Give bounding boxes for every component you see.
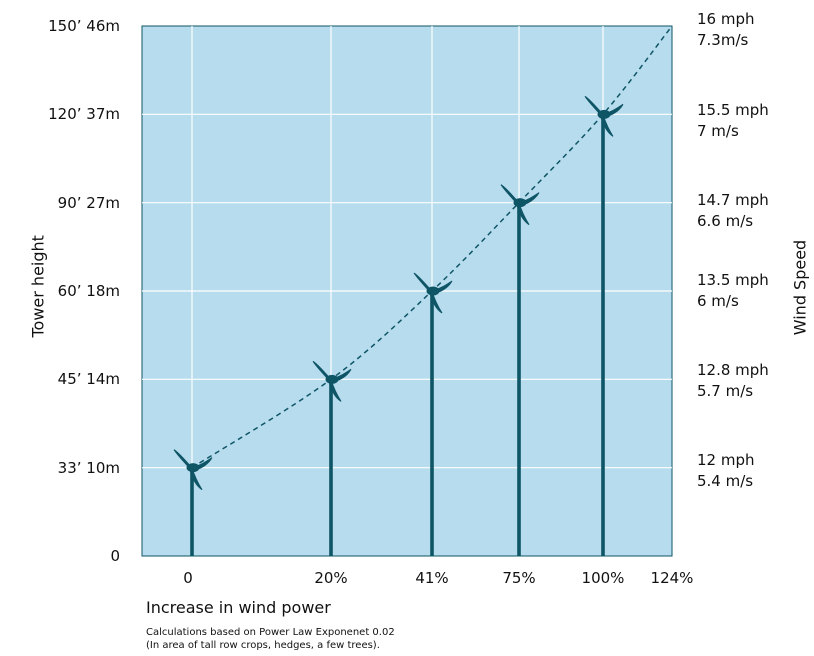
y-tick-label: 0 (110, 547, 120, 565)
x-tick-label: 41% (415, 569, 449, 587)
x-axis-title: Increase in wind power (146, 598, 331, 617)
y-tick-label: 45’ 14m (57, 370, 120, 389)
x-tick-label: 75% (502, 569, 536, 587)
turbine-blade-3-0 (500, 184, 520, 205)
turbine-tower-3 (517, 202, 521, 556)
y-tick-label: 33’ 10m (57, 458, 120, 477)
turbine-blade-1-0 (312, 360, 332, 381)
wind-speed-mph: 16 mph (697, 10, 755, 28)
wind-speed-mph: 15.5 mph (697, 101, 769, 119)
x-tick-label: 0 (183, 569, 193, 587)
turbine-3 (500, 184, 540, 556)
wind-speed-ms: 6 m/s (697, 292, 739, 310)
turbine-0 (173, 449, 213, 556)
turbine-blade-1-2 (328, 378, 342, 402)
turbine-blade-4-2 (600, 113, 614, 137)
turbine-blade-0-0 (173, 449, 193, 470)
turbines (173, 95, 624, 556)
y-tick-label: 120’ 37m (48, 105, 120, 124)
x-tick-label: 124% (650, 569, 694, 587)
turbine-2 (413, 272, 453, 556)
turbine-1 (312, 360, 352, 556)
turbine-4 (584, 95, 624, 556)
turbine-hub-0 (186, 463, 200, 473)
wind-speed-ms: 5.4 m/s (697, 472, 754, 490)
turbine-hub-1 (325, 374, 339, 384)
turbine-blade-0-2 (189, 466, 203, 491)
y-axis-title: Tower height (28, 235, 48, 338)
footnote-line-1: Calculations based on Power Law Exponene… (146, 627, 395, 638)
turbine-hub-4 (597, 109, 611, 119)
turbine-blade-2-2 (429, 290, 443, 314)
turbine-blade-3-2 (516, 201, 530, 226)
wind-speed-ms: 5.7 m/s (697, 382, 754, 400)
wind-speed-ms: 6.6 m/s (697, 212, 754, 230)
turbine-hub-3 (513, 198, 527, 208)
footnote-line-2: (In area of tall row crops, hedges, a fe… (146, 640, 380, 651)
turbine-tower-0 (190, 467, 194, 556)
turbine-hub-2 (426, 286, 440, 296)
wind-speed-ms: 7 m/s (697, 122, 739, 140)
turbine-blade-4-0 (584, 95, 604, 116)
wind-speed-mph: 12 mph (697, 451, 755, 469)
wind-power-curve (191, 25, 673, 469)
y-tick-label: 90’ 27m (57, 193, 120, 212)
wind-speed-mph: 14.7 mph (697, 191, 769, 209)
turbine-tower-1 (329, 379, 333, 556)
y-tick-label: 150’ 46m (48, 17, 120, 35)
x-tick-label: 100% (581, 569, 625, 587)
x-tick-label: 20% (314, 569, 348, 587)
wind-speed-mph: 12.8 mph (697, 361, 769, 379)
y-tick-label: 60’ 18m (57, 282, 120, 300)
turbine-tower-2 (430, 291, 434, 556)
y2-axis-title: Wind Speed (790, 239, 810, 336)
turbine-blade-2-0 (413, 272, 433, 293)
turbine-tower-4 (601, 114, 605, 556)
wind-speed-ms: 7.3m/s (697, 31, 749, 49)
wind-speed-mph: 13.5 mph (697, 271, 769, 289)
